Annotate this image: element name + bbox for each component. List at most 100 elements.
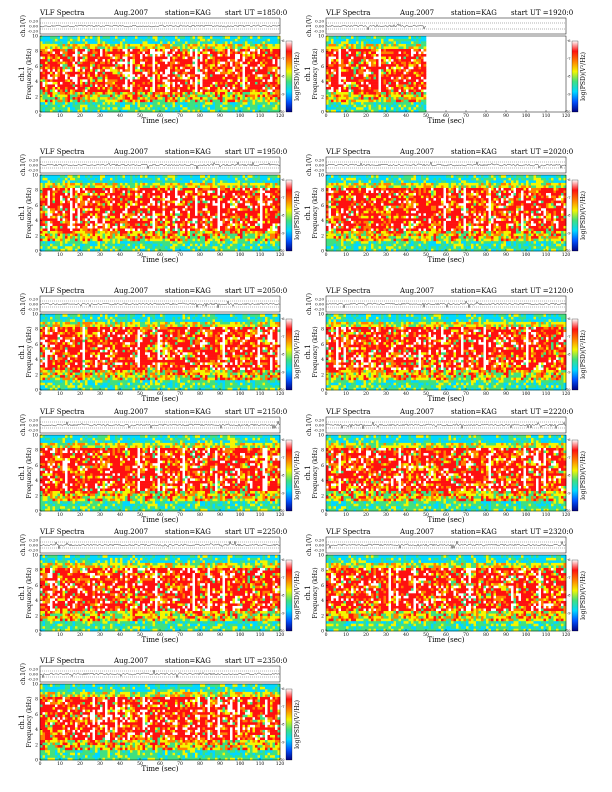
spectrogram-cell — [88, 92, 91, 95]
spectrogram-cell — [80, 92, 83, 95]
spectrogram-cell — [40, 92, 43, 95]
spectrogram-cell — [98, 97, 101, 100]
spectrogram-cell — [73, 59, 76, 62]
spectrogram-cell — [73, 36, 76, 39]
spectrogram-cell — [135, 66, 138, 69]
spectrogram-cell — [103, 94, 106, 97]
spectrogram-cell — [130, 64, 133, 67]
spectrogram-cell — [120, 61, 123, 64]
spectrogram-cell — [70, 61, 73, 64]
spectrogram-cell — [75, 74, 78, 77]
spectrogram-cell — [63, 89, 66, 92]
spectrogram-cell — [128, 94, 131, 97]
spectrogram-cell — [105, 77, 108, 80]
spectrogram-cell — [58, 56, 61, 59]
spectrogram-cell — [40, 97, 43, 100]
spectrogram-cell — [138, 107, 141, 110]
spectrogram-cell — [125, 104, 128, 107]
spectrogram-cell — [75, 66, 78, 69]
spectrogram-cell — [45, 64, 48, 67]
spectrogram-cell — [68, 82, 71, 85]
spectrogram-cell — [133, 69, 136, 72]
spectrogram-cell — [118, 71, 121, 74]
spectrogram-cell — [45, 82, 48, 85]
spectrogram-cell — [48, 56, 51, 59]
spectrogram-cell — [78, 69, 81, 72]
spectrogram-cell — [73, 44, 76, 47]
spectrogram-cell — [43, 64, 46, 67]
spectrogram-cell — [100, 79, 103, 82]
spectrogram-cell — [110, 54, 113, 57]
spectrogram-cell — [113, 107, 116, 110]
spectrogram-cell — [43, 79, 46, 82]
spectrogram-cell — [90, 99, 93, 102]
spectrogram-cell — [78, 61, 81, 64]
spectrogram-cell — [108, 107, 111, 110]
spectrogram-cell — [105, 59, 108, 62]
spectrogram-cell — [43, 87, 46, 90]
spectrogram-cell — [55, 49, 58, 52]
spectrogram-cell — [90, 94, 93, 97]
spectrogram-cell — [50, 104, 53, 107]
spectrogram-cell — [120, 74, 123, 77]
spectrogram-cell — [93, 56, 96, 59]
spectrogram-cell — [98, 56, 101, 59]
spectrogram-cell — [140, 36, 143, 39]
spectrogram-cell — [65, 69, 68, 72]
spectrogram-cell — [128, 66, 131, 69]
spectrogram-cell — [105, 61, 108, 64]
spectrogram-cell — [115, 71, 118, 74]
spectrogram-cell — [78, 99, 81, 102]
spectrogram-cell — [88, 61, 91, 64]
spectrogram-cell — [125, 61, 128, 64]
spectrogram-cell — [78, 49, 81, 52]
spectrogram-cell — [98, 89, 101, 92]
spectrogram-cell — [125, 74, 128, 77]
spectrogram-cell — [110, 69, 113, 72]
spectrogram-cell — [133, 51, 136, 54]
spectrogram-cell — [88, 82, 91, 85]
spectrogram-cell — [70, 99, 73, 102]
spectrogram-cell — [123, 74, 126, 77]
spectrogram-cell — [70, 66, 73, 69]
spectrogram-cell — [113, 54, 116, 57]
spectrogram-cell — [143, 102, 146, 105]
spectrogram-cell — [63, 71, 66, 74]
spectrogram-cell — [70, 54, 73, 57]
spectrogram-cell — [53, 97, 56, 100]
spectrogram-cell — [53, 51, 56, 54]
spectrogram-cell — [68, 74, 71, 77]
spectrogram-cell — [108, 99, 111, 102]
spectrogram-cell — [123, 59, 126, 62]
spectrogram-cell — [143, 64, 146, 67]
spectrogram-cell — [118, 54, 121, 57]
spectrogram-cell — [58, 69, 61, 72]
spectrogram-cell — [105, 104, 108, 107]
spectrogram-cell — [83, 44, 86, 47]
spectrogram-cell — [78, 102, 81, 105]
spectrogram-cell — [78, 56, 81, 59]
spectrogram-cell — [48, 51, 51, 54]
spectrogram-cell — [70, 39, 73, 42]
spectrogram-cell — [90, 71, 93, 74]
spectrogram-cell — [118, 41, 121, 44]
spectrogram-cell — [48, 89, 51, 92]
spectrogram-cell — [80, 107, 83, 110]
spectrogram-cell — [108, 79, 111, 82]
spectrogram-cell — [58, 49, 61, 52]
spectrogram-cell — [140, 77, 143, 80]
spectrogram-cell — [95, 51, 98, 54]
spectrogram-cell — [125, 87, 128, 90]
spectrogram-cell — [108, 69, 111, 72]
spectrogram-cell — [75, 41, 78, 44]
spectrogram-cell — [85, 44, 88, 47]
spectrogram-cell — [98, 104, 101, 107]
spectrogram-cell — [45, 41, 48, 44]
spectrogram-cell — [85, 46, 88, 49]
spectrogram-cell — [113, 97, 116, 100]
spectrogram-cell — [50, 56, 53, 59]
spectrogram-cell — [123, 44, 126, 47]
spectrogram-cell — [80, 79, 83, 82]
spectrogram-cell — [95, 44, 98, 47]
spectrogram-cell — [55, 87, 58, 90]
